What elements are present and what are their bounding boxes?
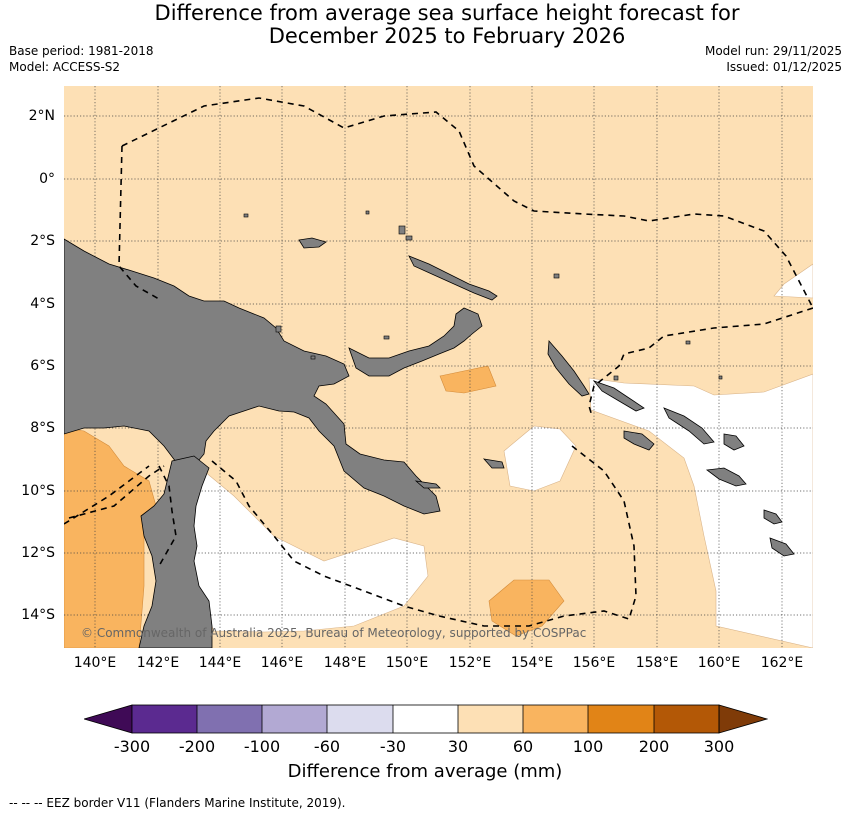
- colorbar-segment: [132, 705, 197, 733]
- lon-label: 150°E: [385, 655, 429, 671]
- colorbar-segment: [197, 705, 262, 733]
- lat-label: 14°S: [21, 607, 55, 623]
- land-malaita: [663, 407, 715, 445]
- small-islands: [243, 210, 723, 381]
- colorbar-tick-label: 30: [447, 737, 469, 756]
- colorbar-extend-min: [84, 704, 133, 734]
- land-espiritu-santo: [723, 433, 745, 451]
- lat-label: 12°S: [21, 545, 55, 561]
- lat-label: 2°N: [28, 108, 55, 124]
- lon-label: 140°E: [73, 655, 117, 671]
- land-new-ireland: [408, 255, 498, 301]
- land-new-britain: [348, 307, 483, 377]
- colorbar-segment: [458, 705, 523, 733]
- model-run: Model run: 29/11/2025: [704, 44, 842, 58]
- lat-label: 2°S: [30, 233, 55, 249]
- lon-label: 156°E: [572, 655, 616, 671]
- colorbar-tick-label: -30: [379, 737, 407, 756]
- colorbar-tick-label: 60: [512, 737, 534, 756]
- land-manus: [298, 237, 327, 249]
- colorbar-segment: [327, 705, 393, 733]
- anomaly-band-60-100-bismarck: [439, 365, 497, 394]
- lat-label: 10°S: [21, 483, 55, 499]
- lon-label: 148°E: [323, 655, 367, 671]
- land-choiseul-isabel: [592, 380, 645, 412]
- copyright: © Commonwealth of Australia 2025, Bureau…: [81, 626, 586, 640]
- neutral-region-northeast: [773, 263, 813, 299]
- anomaly-band-60-100-coral: [488, 579, 565, 637]
- lon-label: 160°E: [697, 655, 741, 671]
- colorbar-segment: [654, 705, 719, 733]
- lon-label: 152°E: [448, 655, 492, 671]
- colorbar-tick-label: -300: [113, 737, 151, 756]
- colorbar-title: Difference from average (mm): [287, 761, 563, 782]
- colorbar-tick-label: -60: [313, 737, 341, 756]
- model-name: Model: ACCESS-S2: [9, 60, 121, 74]
- land-vanuatu-south: [769, 537, 795, 557]
- colorbar-segment: [588, 705, 654, 733]
- eez-borders: [64, 97, 813, 627]
- title-line-1: Difference from average sea surface heig…: [154, 1, 740, 25]
- neutral-region-solomon: [503, 425, 577, 492]
- land-trobriand: [414, 480, 441, 489]
- land-louisiade: [482, 458, 505, 469]
- land-bougainville: [547, 340, 590, 397]
- colorbar-segment: [393, 705, 458, 733]
- land-guadalcanal: [623, 430, 655, 451]
- colorbar-extend-max: [718, 704, 768, 734]
- lat-label: 8°S: [30, 420, 55, 436]
- eez-legend: -- -- -- EEZ border V11 (Flanders Marine…: [9, 796, 346, 810]
- meta-right: Model run: 29/11/2025 Issued: 01/12/2025: [705, 43, 842, 75]
- land-makira: [705, 467, 747, 487]
- colorbar-tick-label: 100: [572, 737, 604, 756]
- colorbar: [84, 704, 768, 734]
- issued-date: Issued: 01/12/2025: [726, 60, 842, 74]
- lon-label: 158°E: [635, 655, 679, 671]
- lat-label: 4°S: [30, 296, 55, 312]
- colorbar-tick-label: -100: [243, 737, 281, 756]
- chart-title: Difference from average sea surface heig…: [0, 2, 850, 48]
- colorbar-segment: [523, 705, 588, 733]
- land-masses: [64, 237, 795, 648]
- land-cape-york: [138, 455, 213, 648]
- colorbar-tick-label: -200: [178, 737, 216, 756]
- lon-label: 154°E: [510, 655, 554, 671]
- sea-height-map: © Commonwealth of Australia 2025, Bureau…: [64, 86, 813, 648]
- lon-label: 146°E: [260, 655, 304, 671]
- title-line-2: December 2025 to February 2026: [268, 24, 626, 48]
- lon-label: 142°E: [136, 655, 180, 671]
- colorbar-segment: [262, 705, 327, 733]
- lat-label: 0°: [39, 171, 55, 187]
- colorbar-tick-label: 200: [638, 737, 670, 756]
- land-vanuatu-north: [763, 509, 783, 525]
- neutral-region-east: [588, 373, 813, 648]
- lat-label: 6°S: [30, 358, 55, 374]
- base-period: Base period: 1981-2018: [9, 44, 154, 58]
- lon-label: 144°E: [198, 655, 242, 671]
- colorbar-tick-label: 300: [703, 737, 735, 756]
- meta-left: Base period: 1981-2018 Model: ACCESS-S2: [9, 43, 154, 75]
- lon-label: 162°E: [760, 655, 804, 671]
